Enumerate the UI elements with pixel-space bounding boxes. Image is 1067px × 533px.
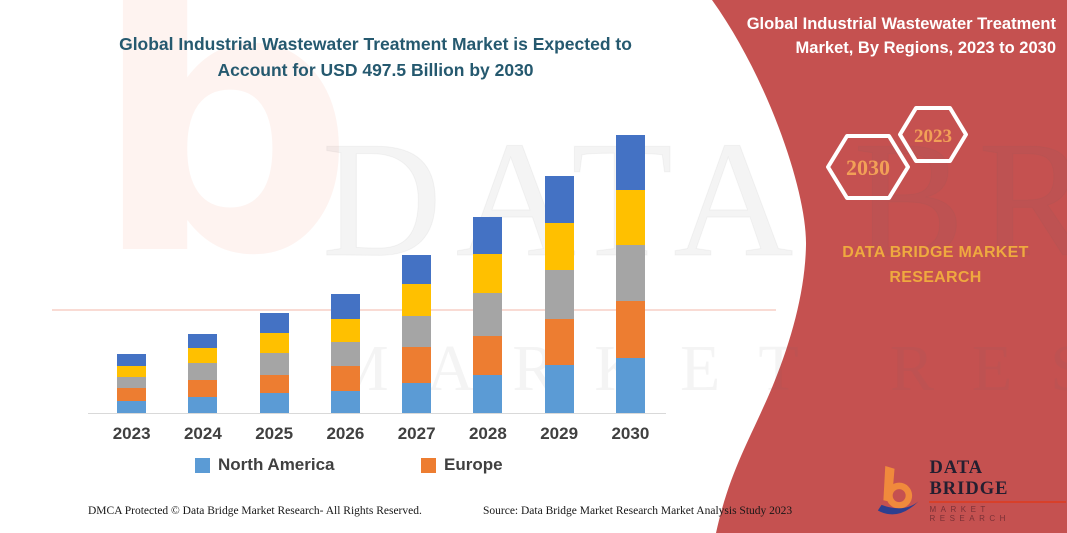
hexagon-outline bbox=[826, 134, 910, 200]
bar-segment bbox=[402, 316, 432, 347]
bar-segment bbox=[473, 336, 503, 376]
bar-segment bbox=[259, 313, 289, 333]
stacked-bar bbox=[117, 353, 147, 413]
bar-2025 bbox=[239, 134, 310, 413]
bar-2028 bbox=[452, 134, 523, 413]
hexagon-badge-2023: 2023 bbox=[898, 106, 968, 163]
bar-2024 bbox=[167, 134, 238, 413]
chart-title: Global Industrial Wastewater Treatment M… bbox=[119, 34, 632, 81]
stacked-bar bbox=[188, 334, 218, 413]
bar-segment bbox=[259, 392, 289, 413]
bar-2029 bbox=[524, 134, 595, 413]
bar-segment bbox=[473, 293, 503, 337]
bar-segment bbox=[402, 346, 432, 383]
bar-segment bbox=[188, 334, 218, 348]
legend-item-north-america: North America bbox=[195, 455, 335, 475]
footer-dmca-text: DMCA Protected © Data Bridge Market Rese… bbox=[88, 505, 422, 517]
bar-2026 bbox=[310, 134, 381, 413]
bar-segment bbox=[473, 375, 503, 413]
brand-text: DATA BRIDGE MARKET RESEARCH bbox=[842, 244, 1029, 286]
stacked-bar bbox=[544, 175, 574, 413]
bar-segment bbox=[117, 353, 147, 367]
red-panel-title: Global Industrial Wastewater Treatment M… bbox=[746, 15, 1056, 57]
x-axis-label: 2024 bbox=[183, 424, 222, 443]
x-axis-labels: 2023 2024 2025 2026 2027 2028 2029 2030 bbox=[96, 424, 666, 444]
x-axis-label: 2030 bbox=[611, 424, 650, 443]
bar-segment bbox=[330, 318, 360, 342]
bar-segment bbox=[330, 366, 360, 392]
x-axis-line bbox=[88, 413, 666, 414]
bar-2027 bbox=[381, 134, 452, 413]
bar-segment bbox=[188, 396, 218, 413]
bar-segment bbox=[259, 353, 289, 375]
bar-segment bbox=[615, 135, 645, 191]
bar-segment bbox=[330, 341, 360, 367]
logo-text-block: DATA BRIDGE MARKET RESEARCH bbox=[929, 458, 1066, 523]
footer-source-text: Source: Data Bridge Market Research Mark… bbox=[483, 505, 793, 517]
data-bridge-logo: DATA BRIDGE MARKET RESEARCH bbox=[876, 458, 1066, 523]
x-axis-label: 2026 bbox=[326, 424, 365, 443]
hexagon-badge-2023-label: 2023 bbox=[914, 126, 952, 147]
stacked-bar bbox=[615, 135, 645, 413]
x-axis-label: 2029 bbox=[540, 424, 579, 443]
x-axis-label: 2023 bbox=[112, 424, 151, 443]
logo-subtitle: MARKET RESEARCH bbox=[929, 505, 1010, 523]
bar-segment bbox=[544, 318, 574, 366]
logo-swoosh bbox=[877, 500, 919, 514]
bar-segment bbox=[402, 283, 432, 317]
bar-segment bbox=[544, 175, 574, 224]
bar-segment bbox=[188, 380, 218, 397]
bar-segment bbox=[330, 391, 360, 413]
bar-segment bbox=[544, 365, 574, 413]
hexagon-badge-2030-label: 2030 bbox=[846, 155, 890, 180]
plot-area bbox=[96, 134, 666, 413]
bar-segment bbox=[188, 363, 218, 381]
stacked-bar bbox=[330, 293, 360, 413]
bar-segment bbox=[615, 190, 645, 246]
bar-segment bbox=[615, 245, 645, 301]
bar-segment bbox=[117, 388, 147, 402]
logo-title: DATA BRIDGE bbox=[929, 458, 1066, 503]
x-axis-label: 2027 bbox=[397, 424, 436, 443]
bar-segment bbox=[188, 347, 218, 364]
bar-segment bbox=[615, 300, 645, 358]
bar-segment bbox=[117, 366, 147, 378]
bar-2023 bbox=[96, 134, 167, 413]
bar-segment bbox=[544, 269, 574, 319]
x-axis-label: 2028 bbox=[468, 424, 507, 443]
bar-segment bbox=[259, 374, 289, 393]
legend-item-europe: Europe bbox=[421, 455, 503, 475]
bar-segment bbox=[117, 377, 147, 389]
legend-swatch bbox=[421, 457, 436, 473]
stacked-bar bbox=[259, 313, 289, 413]
chart-legend: North America Europe bbox=[96, 455, 666, 477]
x-axis-label: 2025 bbox=[255, 424, 294, 443]
legend-label: North America bbox=[218, 455, 335, 474]
bar-segment bbox=[259, 332, 289, 354]
hexagon-outline bbox=[898, 106, 968, 163]
red-panel-shape bbox=[712, 0, 1067, 533]
bar-segment bbox=[330, 293, 360, 319]
bar-2030 bbox=[595, 134, 666, 413]
bar-segment bbox=[402, 254, 432, 284]
data-bridge-logo-icon bbox=[877, 465, 919, 514]
bar-segment bbox=[473, 254, 503, 294]
stacked-bar bbox=[402, 254, 432, 413]
bar-segment bbox=[117, 401, 147, 413]
legend-label: Europe bbox=[444, 455, 503, 474]
stacked-bar bbox=[473, 216, 503, 413]
bar-segment bbox=[473, 216, 503, 255]
hexagon-badge-2030: 2030 bbox=[826, 134, 910, 200]
legend-swatch bbox=[195, 457, 210, 473]
bar-segment bbox=[402, 382, 432, 413]
bar-segment bbox=[615, 357, 645, 413]
logo-b-bowl bbox=[886, 482, 913, 509]
bar-segment bbox=[544, 223, 574, 270]
